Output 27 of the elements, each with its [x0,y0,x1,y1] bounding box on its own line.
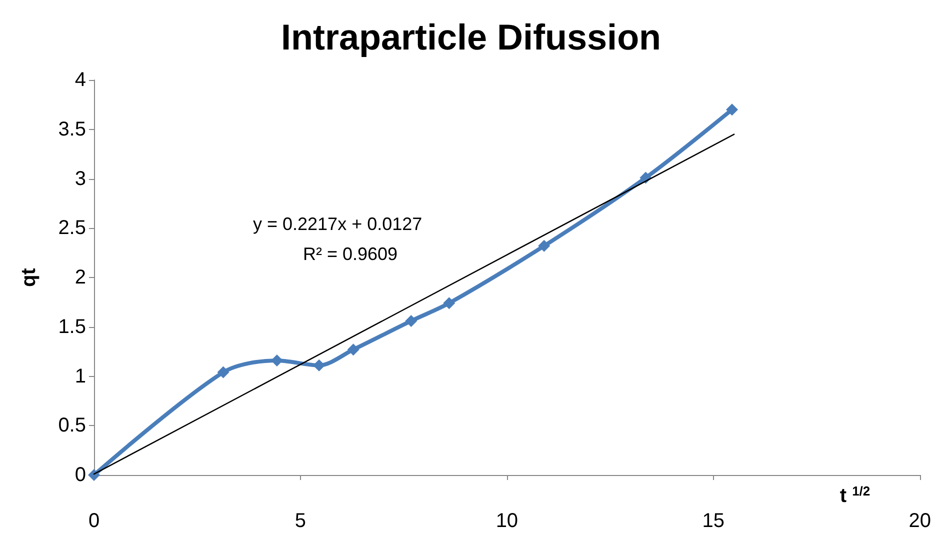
point [347,344,360,356]
y-tick-label: 3 [74,168,86,190]
y-axis-title: qt [18,268,40,287]
chart-title: Intraparticle Difussion [280,16,662,58]
point [217,366,230,378]
point [538,240,550,252]
y-tick-label: 1.5 [58,316,86,338]
point [443,297,456,310]
x-axis-title: t 1/2 [840,484,870,507]
point [313,359,326,372]
x-tick-label: 0 [88,510,100,532]
y-tick-label: 4 [74,69,86,91]
y-tick-label: 0.5 [58,414,86,437]
point [405,314,418,327]
point [726,104,738,116]
x-tick-label: 20 [908,510,931,532]
annotation: R² = 0.9609 [303,244,398,264]
y-tick-label: 2.5 [58,217,86,240]
y-tick-label: 1 [74,365,86,388]
x-tick-label: 15 [702,510,725,532]
y-tick-label: 0 [74,464,86,486]
x-tick-label: 5 [294,510,306,532]
x-tick-label: 10 [496,510,518,532]
point [88,469,100,481]
y-tick-label: 2 [74,266,86,288]
y-tick-label: 3.5 [58,118,86,140]
annotation: y = 0.2217x + 0.0127 [253,214,422,234]
